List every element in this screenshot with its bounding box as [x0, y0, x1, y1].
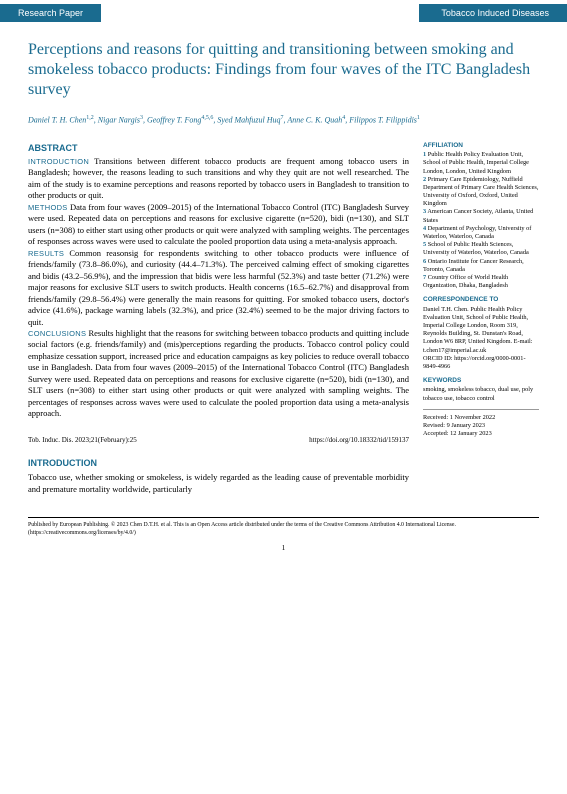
methods-label: METHODS [28, 203, 68, 212]
header-bar: Research Paper Tobacco Induced Diseases [0, 0, 567, 22]
abstract-results-text: Common reasonsig for respondents switchi… [28, 248, 409, 327]
paper-type-badge: Research Paper [0, 4, 101, 22]
sidebar-column: AFFILIATION 1 Public Health Policy Evalu… [423, 142, 539, 495]
keywords-text: smoking, smokeless tobacco, dual use, po… [423, 386, 539, 402]
revised-date: Revised: 9 January 2023 [423, 422, 539, 430]
citation-text: Tob. Induc. Dis. 2023;21(February):25 [28, 436, 137, 445]
correspondence-text: Daniel T.H. Chen. Public Health Policy E… [423, 306, 539, 371]
main-column: ABSTRACT INTRODUCTION Transitions betwee… [28, 142, 409, 495]
author-list: Daniel T. H. Chen1,2, Nigar Nargis3, Geo… [28, 114, 539, 126]
abstract-conclusions-text: Results highlight that the reasons for s… [28, 328, 409, 418]
conclusions-label: CONCLUSIONS [28, 329, 86, 338]
introduction-heading: INTRODUCTION [28, 457, 409, 469]
keywords-heading: KEYWORDS [423, 377, 539, 385]
received-date: Received: 1 November 2022 [423, 414, 539, 422]
citation-row: Tob. Induc. Dis. 2023;21(February):25 ht… [28, 436, 409, 445]
page-number: 1 [0, 539, 567, 561]
abstract-methods-text: Data from four waves (2009–2015) of the … [28, 202, 409, 246]
abstract-heading: ABSTRACT [28, 142, 409, 154]
accepted-date: Accepted: 12 January 2023 [423, 430, 539, 438]
dates-block: Received: 1 November 2022 Revised: 9 Jan… [423, 409, 539, 439]
introduction-text: Tobacco use, whether smoking or smokeles… [28, 472, 409, 495]
article-title: Perceptions and reasons for quitting and… [28, 40, 539, 100]
two-column-layout: ABSTRACT INTRODUCTION Transitions betwee… [28, 142, 539, 495]
affiliation-list: 1 Public Health Policy Evaluation Unit, … [423, 151, 539, 290]
doi-link[interactable]: https://doi.org/10.18332/tid/159137 [309, 436, 409, 445]
affiliation-heading: AFFILIATION [423, 142, 539, 150]
abstract-body: INTRODUCTION Transitions between differe… [28, 156, 409, 420]
license-text: Published by European Publishing. © 2023… [0, 518, 567, 538]
page-content: Perceptions and reasons for quitting and… [0, 22, 567, 507]
results-label: RESULTS [28, 249, 64, 258]
intro-label: INTRODUCTION [28, 157, 89, 166]
journal-name-badge: Tobacco Induced Diseases [419, 4, 567, 22]
correspondence-heading: CORRESPONDENCE TO [423, 296, 539, 304]
